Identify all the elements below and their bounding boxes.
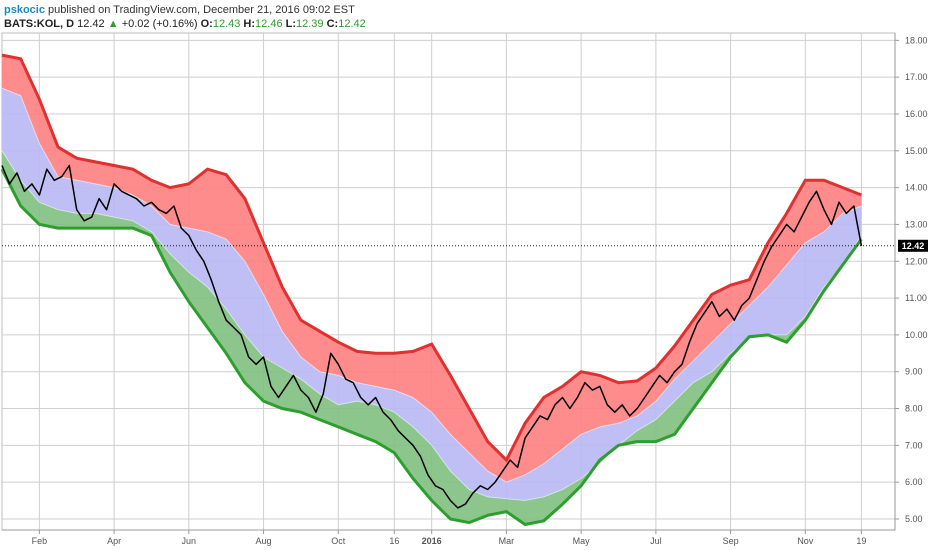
high-label: H:	[243, 18, 256, 30]
price-line	[1, 164, 863, 509]
axes: 5.00 6.00 7.00 8.00 9.00 10.00 11.00 12.00 13.00…	[2, 33, 928, 546]
lower-mid-line	[1, 150, 862, 502]
x-tick-label: May	[573, 536, 591, 546]
ticker-symbol: BATS:KOL, D	[4, 18, 75, 30]
price-tag-box	[898, 239, 928, 252]
price-tag-label: 12.42	[902, 241, 925, 251]
high-value: 12.46	[255, 18, 283, 30]
x-tick-label: Apr	[107, 536, 121, 546]
y-tick-label: 11.00	[905, 293, 927, 303]
y-tick-label: 17.00	[905, 72, 928, 82]
up-arrow-icon: ▲	[107, 18, 119, 30]
y-tick-label: 15.00	[905, 146, 928, 156]
y-tick-label: 5.00	[905, 514, 923, 524]
x-tick-label: 16	[389, 536, 399, 546]
y-tick-label: 16.00	[905, 109, 928, 119]
ticker-line: BATS:KOL, D 12.42 ▲ +0.02 (+0.16%) O:12.…	[4, 17, 366, 31]
author-name[interactable]: pskocic	[4, 4, 45, 16]
low-value: 12.39	[296, 18, 324, 30]
y-tick-label: 6.00	[905, 477, 923, 487]
x-tick-label: Sep	[723, 536, 739, 546]
upper-band-line	[1, 53, 862, 463]
low-label: L:	[285, 18, 297, 30]
price-change: +0.02 (+0.16%)	[121, 18, 198, 30]
y-tick-label: 7.00	[905, 440, 923, 450]
y-tick-label: 18.00	[905, 35, 928, 45]
y-tick-label: 10.00	[905, 330, 928, 340]
last-price: 12.42	[77, 18, 105, 30]
close-value: 12.42	[338, 18, 366, 30]
x-tick-label: Jul	[650, 536, 662, 546]
x-tick-label: Mar	[499, 536, 515, 546]
bands	[0, 53, 863, 527]
open-label: O:	[200, 18, 213, 30]
x-tick-label: 2016	[422, 536, 442, 546]
close-label: C:	[326, 18, 339, 30]
lower-band-line	[0, 168, 863, 527]
x-tick-label: Nov	[797, 536, 814, 546]
lower-band-area	[2, 150, 862, 525]
y-tick-label: 8.00	[905, 404, 923, 414]
y-tick-label: 14.00	[905, 183, 928, 193]
published-text: published on TradingView.com, December 2…	[48, 4, 355, 16]
x-tick-label: 19	[856, 536, 866, 546]
upper-mid-line	[1, 87, 862, 483]
x-tick-label: Aug	[256, 536, 272, 546]
middle-band-area	[2, 88, 862, 501]
publisher-line: pskocic published on TradingView.com, De…	[4, 3, 355, 17]
x-tick-label: Feb	[32, 536, 48, 546]
open-value: 12.43	[212, 18, 241, 30]
y-tick-label: 9.00	[905, 367, 923, 377]
x-tick-label: Jun	[182, 536, 197, 546]
price-series	[1, 164, 895, 509]
y-tick-label: 12.00	[905, 256, 928, 266]
y-tick-label: 13.00	[905, 219, 928, 229]
x-tick-label: Oct	[331, 536, 346, 546]
